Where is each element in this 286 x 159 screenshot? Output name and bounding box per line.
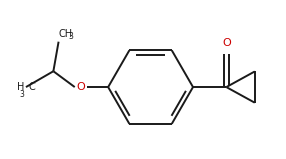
- Text: C: C: [28, 82, 35, 92]
- Text: CH: CH: [59, 29, 73, 39]
- Text: 3: 3: [68, 32, 73, 41]
- Text: H: H: [17, 82, 24, 92]
- Text: O: O: [76, 82, 85, 92]
- Text: 3: 3: [19, 90, 24, 99]
- Text: O: O: [222, 38, 231, 48]
